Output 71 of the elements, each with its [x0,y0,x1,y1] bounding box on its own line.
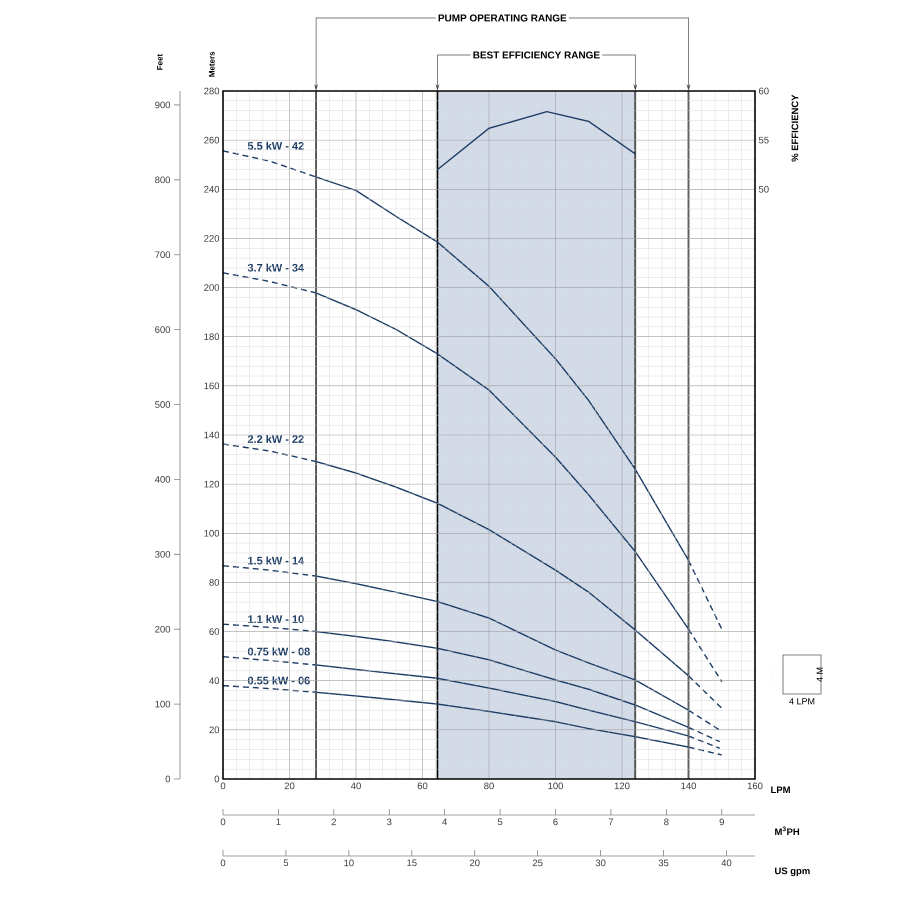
y-tick-label: 40 [209,677,220,684]
x-tick-label: 120 [614,782,630,790]
y-tick-label: 50 [758,186,769,193]
x-tick-label: 20 [284,782,294,790]
y2-tick-label: 0 [166,776,170,782]
y-tick-label: 200 [204,284,220,291]
x-tick-label: 25 [532,860,543,866]
x-axis-title: US gpm [775,868,810,876]
x-tick-label: 80 [484,782,494,790]
x2-tick-label: 2 [332,818,336,826]
y-tick-label: 60 [209,628,220,635]
y-tick-label: 280 [204,88,220,94]
x2-axis-title: M$^{3}$PH [775,826,800,835]
series-label: 3.7 kW - 34 [248,264,304,272]
text: 4 LPM [789,698,814,704]
x-tick-label: 40 [350,782,361,790]
x-tick-label: 15 [407,860,417,866]
x2-tick-label: 1 [276,818,281,826]
x2-tick-label: 7 [608,818,614,826]
x-axis-title: LPM [771,786,790,794]
series-label: 1.5 kW - 14 [248,556,304,565]
y-tick-label: 0 [214,776,220,782]
y-tick-label: 160 [204,382,220,390]
ref-line-label: PUMP OPERATING RANGE [438,14,566,22]
y2-tick-label: 800 [155,176,170,184]
y-tick-label: 180 [204,333,220,340]
y-tick-label: 60 [759,88,769,94]
y2-tick-label: 200 [155,626,170,633]
y-tick-label: 120 [204,480,220,488]
y2-tick-label: 500 [155,401,170,408]
x2-tick-label: 3 [386,818,392,826]
band-label: BEST EFFICIENCY RANGE [473,51,600,59]
series-label: 0.75 kW - 08 [248,647,310,656]
x-tick-label: 20 [470,860,480,866]
y-tick-label: 140 [204,432,220,438]
y-tick-label: 80 [209,579,220,586]
line-series [436,110,636,170]
y-tick-label: 260 [204,136,220,144]
y2-tick-label: 700 [155,251,170,258]
x-tick-label: 5 [284,860,288,866]
x2-tick-label: 0 [220,818,226,826]
x-tick-label: 0 [220,782,226,790]
y2-tick-label: 300 [155,550,170,558]
x2-tick-label: 9 [720,818,724,826]
x-tick-label: 40 [721,860,732,866]
x2-tick-label: 4 [442,818,448,826]
y2-tick-label: 100 [155,700,170,708]
series-label: 5.5 kW - 42 [248,142,304,150]
x-tick-label: 30 [596,860,606,866]
series-label: 1.1 kW - 10 [248,614,304,624]
y-tick-label: 55 [758,136,769,144]
x-tick-label: 100 [548,782,564,790]
y-tick-label: 100 [204,530,220,537]
x2-tick-label: 5 [498,818,502,826]
x-tick-label: 10 [344,860,354,866]
y-axis-title: % EFFICIENCY [792,94,798,162]
x-tick-label: 160 [748,782,763,790]
x2-tick-label: 8 [664,818,669,826]
y2-tick-label: 900 [155,102,170,108]
text: 4 M [816,668,823,682]
x-tick-label: 60 [418,782,428,790]
y-tick-label: 240 [204,186,220,193]
x2-tick-label: 6 [553,818,558,826]
x-tick-label: 0 [220,860,226,866]
y2-tick-label: 600 [155,326,170,333]
y2-tick-label: 400 [154,476,170,483]
series-label: 2.2 kW - 22 [248,434,304,443]
y-tick-label: 220 [204,235,220,242]
x-tick-label: 140 [681,782,696,790]
x-tick-label: 35 [658,860,668,866]
y-tick-label: 20 [209,726,220,734]
